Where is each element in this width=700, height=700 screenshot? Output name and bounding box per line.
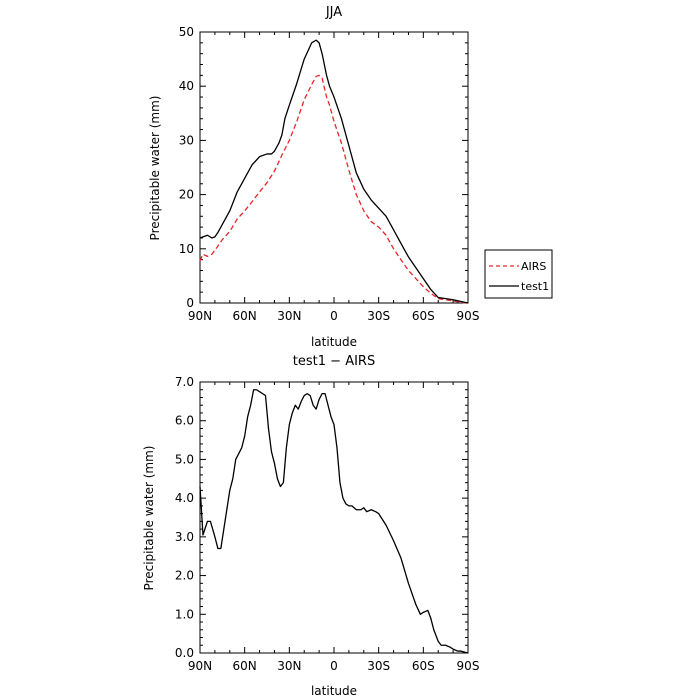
y-tick-label: 20 [179,188,194,202]
chart-title-jja: JJA [325,5,342,20]
y-axis-label-top: Precipitable water (mm) [148,96,162,241]
x-axis-label-bottom: latitude [311,684,357,698]
panel-bottom-diff: test1 − AIRS 90N 60N 30N 0 30S 60S 90S 0.0 1.0 2.… [142,354,479,698]
plot-frame-top [199,31,469,304]
x-tick-label: 60S [412,309,435,323]
y-tick-label: 1.0 [175,607,194,621]
legend-box [484,249,553,299]
y-tick-label: 30 [179,133,194,147]
x-tick-label: 30N [277,309,301,323]
y-tick-label: 6.0 [175,414,194,428]
y-tick-label: 5.0 [175,452,194,466]
series-line-diff-0 [199,389,469,654]
y-tick-label: 2.0 [175,569,194,583]
y-tick-label: 50 [179,25,194,39]
y-tick-label: 7.0 [175,375,194,389]
y-axis-label-bottom: Precipitable water (mm) [142,446,156,591]
chart-title-diff: test1 − AIRS [293,354,375,369]
x-tick-label: 0 [330,659,338,673]
x-tick-label: 60N [233,659,257,673]
y-tick-label: 4.0 [175,491,194,505]
series-group-bottom [199,389,469,654]
axis-ticks-top: 90N 60N 30N 0 30S 60S 90S 0 10 20 30 40 50 [179,25,480,323]
series-group-top [199,39,469,304]
legend: AIRS test1 [484,249,553,299]
y-tick-label: 0.0 [175,646,194,660]
x-tick-label: 30N [277,659,301,673]
y-tick-label: 10 [179,242,194,256]
y-tick-label: 0 [186,296,194,310]
panel-top-jja: JJA 90N 60N 30N 0 30S 60S 90S 0 10 20 30 40 50 latit… [148,5,479,349]
x-axis-label-top: latitude [311,335,357,349]
x-tick-label: 90N [188,309,212,323]
legend-label-airs: AIRS [521,260,546,273]
x-tick-label: 30S [367,659,390,673]
x-tick-label: 90S [457,659,480,673]
axis-ticks-bottom: 90N 60N 30N 0 30S 60S 90S 0.0 1.0 2.0 3.0 4.0 5.0 6.0… [175,375,480,673]
legend-label-test1: test1 [521,280,549,293]
plot-frame-bottom [199,381,469,654]
x-tick-label: 60N [233,309,257,323]
y-tick-label: 3.0 [175,530,194,544]
x-tick-label: 0 [330,309,338,323]
x-tick-label: 30S [367,309,390,323]
x-tick-label: 90N [188,659,212,673]
series-line-test1 [199,39,469,304]
series-line-airs [199,74,469,304]
y-tick-label: 40 [179,79,194,93]
x-tick-label: 60S [412,659,435,673]
x-tick-label: 90S [457,309,480,323]
